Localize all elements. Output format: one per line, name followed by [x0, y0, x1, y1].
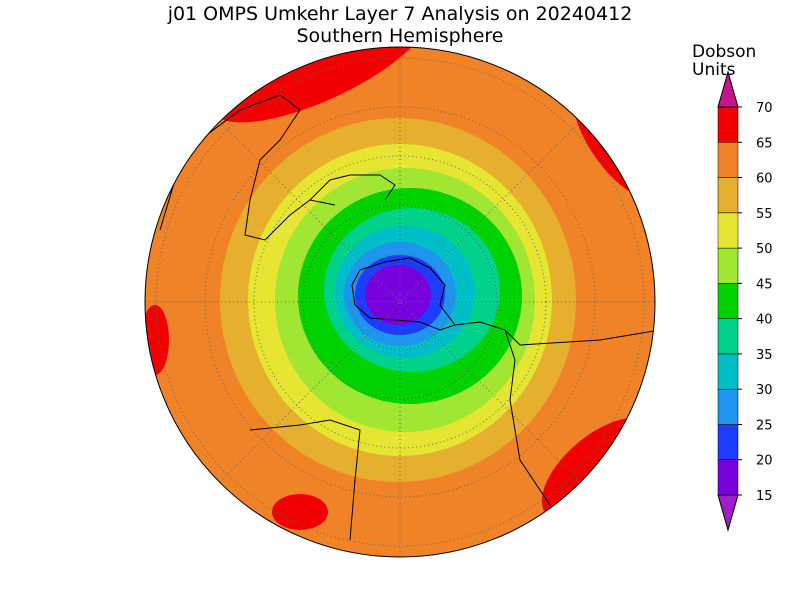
colorbar-tick-label: 45: [756, 277, 773, 292]
contour-fill: [365, 265, 431, 325]
colorbar-band: [717, 424, 739, 460]
colorbar-extend-high: [717, 70, 739, 108]
colorbar-tick-label: 60: [756, 172, 773, 187]
colorbar-band: [717, 283, 739, 319]
map-border: [144, 46, 656, 558]
graticule: [145, 47, 655, 557]
subtitle: Southern Hemisphere: [296, 25, 503, 47]
colorbar-band: [717, 142, 739, 178]
colorbar-band: [717, 459, 739, 496]
colorbar-tick-label: 15: [756, 489, 773, 504]
map-disk: [145, 47, 655, 557]
coastlines: [159, 94, 655, 557]
colorbar-band: [717, 177, 739, 214]
colorbar-band: [717, 247, 739, 284]
colorbar-band: [717, 353, 739, 390]
colorbar-extend-low: [717, 494, 739, 532]
colorbar-tick-label: 30: [756, 383, 773, 398]
colorbar-tick-label: 50: [756, 242, 773, 257]
colorbar-tick-label: 20: [756, 454, 773, 469]
colorbar-band: [717, 212, 739, 249]
colorbar-tick-label: 25: [756, 418, 773, 433]
colorbar: 15 20 25 30 35 40 45 50 55 60 65 70: [717, 70, 773, 532]
colorbar-tick-label: 35: [756, 348, 773, 363]
colorbar-tick-label: 40: [756, 313, 773, 328]
colorbar-band: [717, 106, 739, 143]
colorbar-tick-label: 55: [756, 207, 773, 222]
colorbar-label: Units: [692, 60, 736, 80]
title: j01 OMPS Umkehr Layer 7 Analysis on 2024…: [167, 3, 633, 25]
contour-fill: [272, 494, 328, 530]
colorbar-band: [717, 318, 739, 355]
colorbar-tick-label: 65: [756, 136, 773, 151]
colorbar-tick-label: 70: [756, 101, 773, 116]
colorbar-label: Dobson: [692, 42, 756, 62]
colorbar-band: [717, 388, 739, 425]
